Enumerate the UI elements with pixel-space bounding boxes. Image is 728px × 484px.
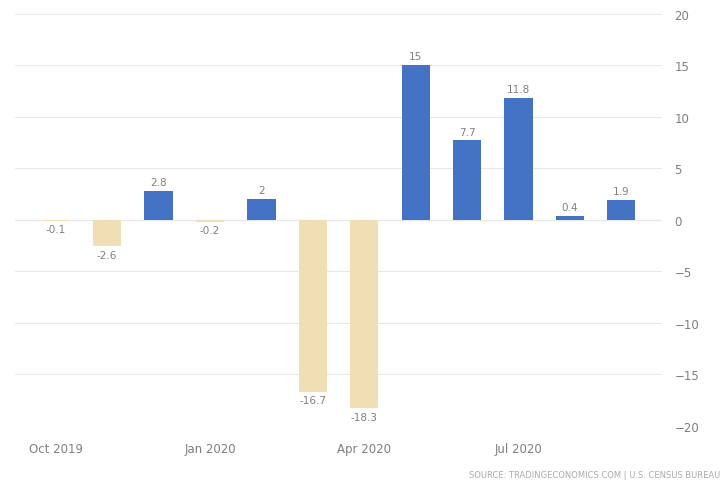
Bar (93, 220, 122, 247)
Text: -0.1: -0.1 (46, 225, 66, 235)
Bar (607, 201, 636, 220)
Text: 2.8: 2.8 (150, 178, 167, 188)
Text: -0.2: -0.2 (200, 226, 220, 236)
Text: -2.6: -2.6 (97, 251, 117, 260)
Bar (453, 141, 481, 220)
Bar (555, 216, 584, 220)
Bar (41, 220, 70, 221)
Text: 2: 2 (258, 186, 265, 196)
Text: -16.7: -16.7 (299, 395, 326, 406)
Text: 7.7: 7.7 (459, 127, 475, 137)
Bar (248, 200, 275, 220)
Bar (350, 220, 379, 408)
Bar (196, 220, 224, 222)
Text: -18.3: -18.3 (351, 412, 378, 422)
Text: 15: 15 (409, 52, 422, 62)
Text: 11.8: 11.8 (507, 85, 530, 95)
Bar (505, 99, 533, 220)
Text: 1.9: 1.9 (613, 187, 630, 197)
Bar (298, 220, 327, 392)
Bar (144, 192, 173, 220)
Text: SOURCE: TRADINGECONOMICS.COM | U.S. CENSUS BUREAU: SOURCE: TRADINGECONOMICS.COM | U.S. CENS… (470, 470, 721, 479)
Bar (402, 66, 430, 220)
Text: 0.4: 0.4 (562, 202, 578, 212)
